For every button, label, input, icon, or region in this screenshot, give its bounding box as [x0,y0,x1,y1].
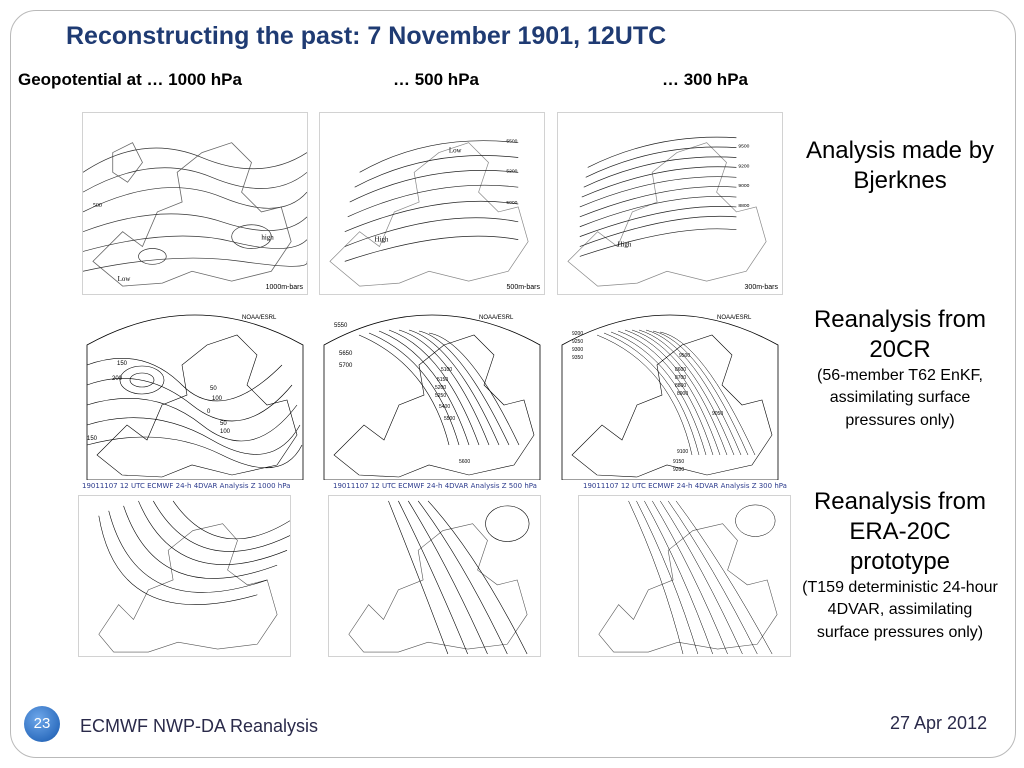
level-label-1000: Geopotential at … 1000 hPa [18,70,242,89]
svg-text:9500: 9500 [738,144,749,150]
era20c-map-300 [578,495,791,657]
map-stamp: 1000m-bars [265,284,303,291]
svg-text:9500: 9500 [679,353,690,359]
map-stamp: 500m-bars [506,284,540,291]
era20c-caption-500: 19011107 12 UTC ECMWF 24-h 4DVAR Analysi… [333,482,537,490]
svg-text:8800: 8800 [675,383,686,389]
cr20-map-1000: NOAA/ESRL 150 200 100 50 0 50 100 150 [82,305,308,480]
svg-text:500: 500 [93,203,102,209]
era20c-description: Reanalysis from ERA-20C prototype (T159 … [800,487,1000,644]
svg-text:5500: 5500 [506,139,517,145]
svg-text:9300: 9300 [572,347,583,353]
era20c-detail: (T159 deterministic 24-hour 4DVAR, assim… [802,579,998,641]
svg-text:100: 100 [212,396,223,402]
svg-text:NOAA/ESRL: NOAA/ESRL [242,315,277,321]
era20c-title: Reanalysis from ERA-20C prototype [813,488,987,575]
svg-text:150: 150 [117,361,128,367]
cr20-description: Reanalysis from 20CR (56-member T62 EnKF… [800,305,1000,432]
svg-text:5550: 5550 [334,323,348,329]
svg-text:9250: 9250 [572,339,583,345]
page-title: Reconstructing the past: 7 November 1901… [66,22,667,50]
era20c-map-500 [328,495,541,657]
svg-text:NOAA/ESRL: NOAA/ESRL [479,315,514,321]
svg-text:5650: 5650 [339,351,353,357]
cr20-detail: (56-member T62 EnKF, assimilating surfac… [817,367,983,429]
cr20-title: Reanalysis from 20CR [813,306,987,363]
era20c-caption-300: 19011107 12 UTC ECMWF 24-h 4DVAR Analysi… [583,482,787,490]
svg-text:9200: 9200 [738,163,749,169]
svg-text:50: 50 [220,421,227,427]
svg-text:9200: 9200 [673,467,684,473]
bjerknes-map-300: High 9500 9200 9000 8800 300m-bars [557,112,783,295]
slide-number-badge: 23 [24,706,60,742]
svg-text:8600: 8600 [675,367,686,373]
svg-text:100: 100 [220,429,231,435]
svg-text:5200: 5200 [435,385,446,391]
era20c-map-1000 [78,495,291,657]
svg-text:8700: 8700 [675,375,686,381]
bjerknes-label: Analysis made by Bjerknes [805,137,995,194]
footer-text: ECMWF NWP-DA Reanalysis [80,716,319,736]
cr20-map-300: NOAA/ESRL 9200 9250 9300 9350 9500 8600 … [557,305,783,480]
map-stamp: 300m-bars [744,284,778,291]
svg-text:5200: 5200 [506,168,517,174]
svg-text:Low: Low [449,148,462,155]
svg-text:200: 200 [112,376,123,382]
svg-text:9050: 9050 [712,411,723,417]
svg-text:high: high [261,235,274,242]
svg-text:5150: 5150 [437,377,448,383]
svg-text:5700: 5700 [339,363,353,369]
svg-text:8800: 8800 [738,203,749,209]
bjerknes-map-1000: Low high 500 1000m-bars [82,112,308,295]
bjerknes-description: Analysis made by Bjerknes [800,136,1000,196]
svg-text:High: High [617,242,631,249]
svg-text:9000: 9000 [738,183,749,189]
level-label-500: … 500 hPa [393,70,479,89]
svg-text:5250: 5250 [435,393,446,399]
bjerknes-map-500: High Low 5500 5200 5000 500m-bars [319,112,545,295]
footer-date: 27 Apr 2012 [890,713,988,733]
svg-text:150: 150 [87,436,98,442]
level-label-300: … 300 hPa [662,70,748,89]
svg-text:5000: 5000 [506,200,517,206]
svg-text:0: 0 [207,409,211,415]
svg-text:5600: 5600 [459,459,470,465]
svg-text:Low: Low [118,276,131,283]
slide-frame [10,10,1016,758]
svg-text:9100: 9100 [677,449,688,455]
svg-text:9350: 9350 [572,355,583,361]
era20c-caption-1000: 19011107 12 UTC ECMWF 24-h 4DVAR Analysi… [82,482,291,490]
svg-text:8900: 8900 [677,391,688,397]
svg-text:5500: 5500 [444,416,455,422]
cr20-map-500: NOAA/ESRL 5550 5650 5700 5100 5150 5200 … [319,305,545,480]
svg-text:9150: 9150 [673,459,684,465]
svg-text:High: High [375,237,389,244]
svg-text:5100: 5100 [441,367,452,373]
svg-text:NOAA/ESRL: NOAA/ESRL [717,315,752,321]
svg-text:50: 50 [210,386,217,392]
svg-text:9200: 9200 [572,331,583,337]
svg-text:5400: 5400 [439,404,450,410]
